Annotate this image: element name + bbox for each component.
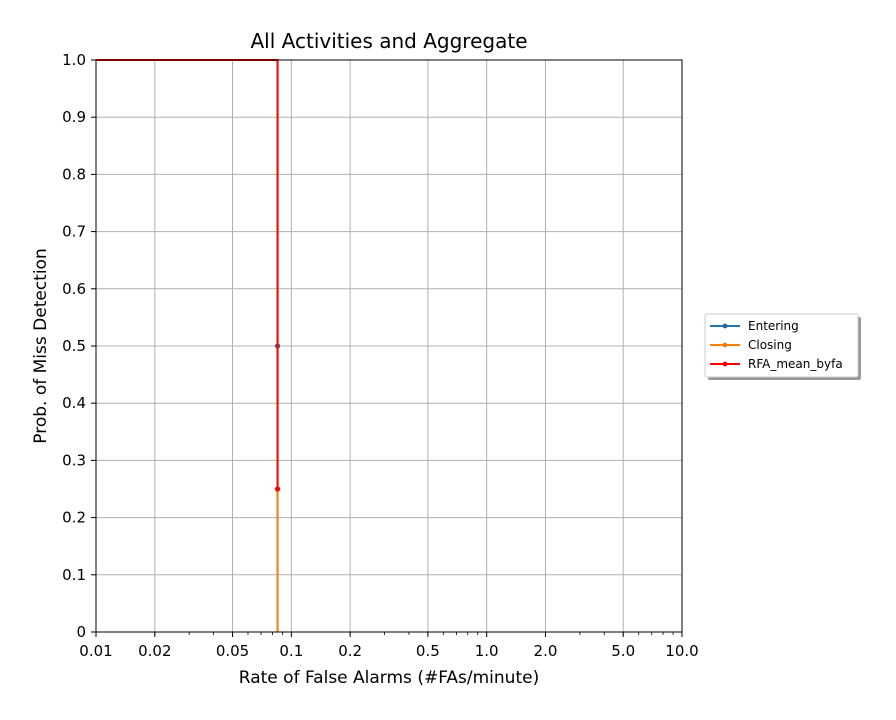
y-tick-label: 0.3 xyxy=(62,451,86,469)
legend-marker-rfa-mean-byfa xyxy=(722,361,728,367)
y-tick-label: 0.9 xyxy=(62,108,86,126)
x-tick-label: 5.0 xyxy=(611,642,635,660)
x-tick-label: 0.2 xyxy=(338,642,362,660)
series-point-rfa-mean-byfa xyxy=(274,486,281,492)
legend-label-rfa-mean-byfa: RFA_mean_byfa xyxy=(748,357,843,371)
series-line-rfa-mean-byfa xyxy=(96,59,279,489)
y-tick-label: 0.5 xyxy=(62,337,86,355)
x-axis: 0.01 0.02 0.05 0.1 0.2 0.5 1.0 2.0 5.0 10.0 xyxy=(79,632,699,660)
x-tick-label: 10.0 xyxy=(665,642,698,660)
chart-title: All Activities and Aggregate xyxy=(251,29,528,53)
x-tick-label: 2.0 xyxy=(534,642,558,660)
y-tick-label: 0.6 xyxy=(62,280,86,298)
legend-marker-closing xyxy=(722,342,728,348)
y-axis: 0 0.1 0.2 0.3 0.4 0.5 0.6 0.7 0.8 0.9 1.0 xyxy=(62,51,96,641)
y-tick-label: 1.0 xyxy=(62,51,86,69)
grid-lines xyxy=(95,59,683,633)
y-tick-label: 0.7 xyxy=(62,223,86,241)
y-tick-label: 0.8 xyxy=(62,165,86,183)
x-tick-label: 1.0 xyxy=(475,642,499,660)
x-tick-label: 0.02 xyxy=(138,642,171,660)
x-tick-label: 0.5 xyxy=(416,642,440,660)
y-tick-label: 0.1 xyxy=(62,566,86,584)
legend-marker-entering xyxy=(722,323,728,329)
x-tick-label: 0.01 xyxy=(79,642,112,660)
x-axis-label: Rate of False Alarms (#FAs/minute) xyxy=(239,668,539,688)
y-tick-label: 0 xyxy=(76,623,86,641)
y-tick-label: 0.2 xyxy=(62,509,86,527)
legend-label-closing: Closing xyxy=(748,338,792,352)
y-tick-label: 0.4 xyxy=(62,394,86,412)
legend: Entering Closing RFA_mean_byfa xyxy=(704,313,861,380)
y-axis-label: Prob. of Miss Detection xyxy=(31,248,51,443)
x-tick-label: 0.05 xyxy=(216,642,249,660)
x-tick-label: 0.1 xyxy=(279,642,303,660)
legend-box xyxy=(704,313,859,378)
legend-label-entering: Entering xyxy=(748,319,799,333)
